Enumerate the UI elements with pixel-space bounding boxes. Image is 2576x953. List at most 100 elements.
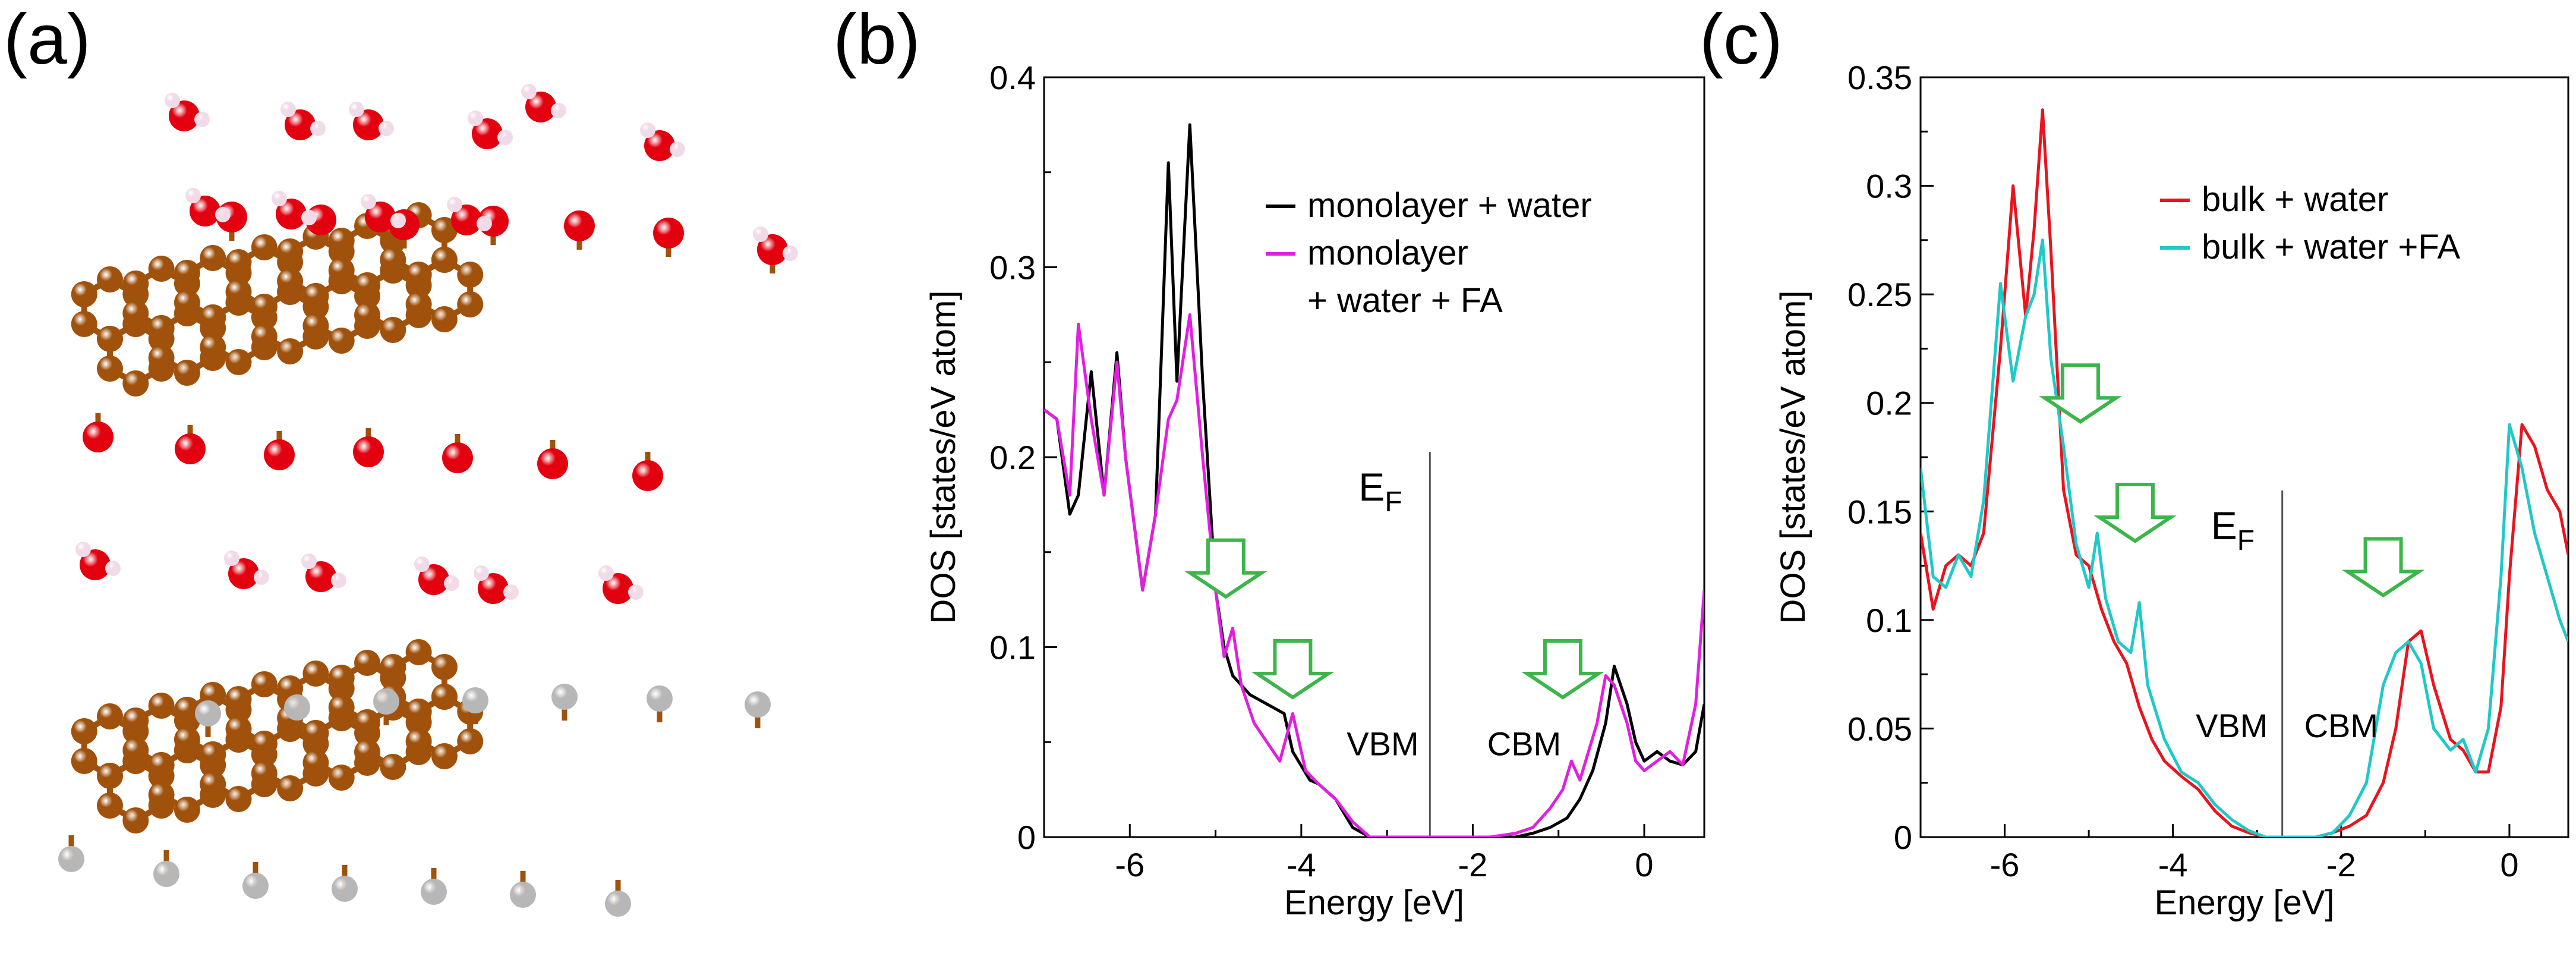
water-oxygen <box>478 573 509 604</box>
dos-chart-b: 0 0.1 0.2 0.3 0.4 -6 -4 -2 0 Energy [eV] DOS [stat… <box>924 59 1705 922</box>
water-oxygen <box>644 130 675 161</box>
carbon-atom <box>277 268 304 294</box>
carbon-atom <box>457 291 484 317</box>
carbon-atom <box>431 247 458 273</box>
water-hydrogen <box>670 141 685 157</box>
feature-arrow <box>2341 537 2425 597</box>
cap-atom <box>83 422 113 452</box>
water-hydrogen <box>165 93 180 108</box>
panel-label-c: (c) <box>1700 0 1783 79</box>
water-hydrogen <box>628 584 644 600</box>
carbon-atom <box>405 291 432 317</box>
carbon-atom <box>122 807 149 834</box>
carbon-atom <box>174 260 200 286</box>
carbon-atom <box>277 775 304 801</box>
carbon-atom <box>431 743 458 769</box>
region-label-cbm: CBM <box>2304 707 2378 744</box>
carbon-atom <box>431 654 458 680</box>
carbon-atom <box>251 294 278 320</box>
region-label-vbm: VBM <box>1347 725 1418 763</box>
water-oxygen <box>525 92 556 122</box>
carbon-atom <box>122 737 149 763</box>
carbon-atom <box>328 665 355 691</box>
molecule-structure <box>58 84 798 917</box>
carbon-atom <box>405 699 432 725</box>
carbon-atom <box>328 328 355 354</box>
legend-label-2: monolayer <box>1307 234 1468 272</box>
water-oxygen <box>603 573 633 604</box>
carbon-atom <box>225 786 252 812</box>
y-axis-label: DOS [states/eV atom] <box>924 291 963 624</box>
carbon-atom <box>225 686 252 712</box>
water-hydrogen <box>301 210 317 225</box>
carbon-atom <box>225 349 252 375</box>
feature-arrow <box>2039 363 2122 424</box>
carbon-atom <box>302 750 329 776</box>
carbon-atom <box>200 245 226 271</box>
water-oxygen <box>418 564 449 595</box>
carbon-atom <box>431 306 458 332</box>
carbon-atom <box>380 654 406 680</box>
water-hydrogen <box>468 111 483 126</box>
carbon-atom <box>122 300 149 326</box>
water-hydrogen <box>185 188 201 203</box>
fermi-level-subscript: F <box>1385 486 1402 518</box>
carbon-atom <box>122 707 149 734</box>
x-axis-label: Energy [eV] <box>1284 883 1464 922</box>
cap-atom <box>564 210 595 241</box>
carbon-atom <box>122 271 149 297</box>
water-oxygen <box>285 109 316 140</box>
water-hydrogen <box>783 246 798 261</box>
region-label-vbm: VBM <box>2196 707 2268 744</box>
panel-label-b: (b) <box>833 0 920 79</box>
water-hydrogen <box>503 584 519 600</box>
carbon-atom <box>380 317 406 343</box>
carbon-atom <box>405 262 432 288</box>
carbon-atom <box>354 739 381 765</box>
cap-atom <box>510 882 536 908</box>
carbon-atom <box>97 326 123 352</box>
water-oxygen <box>276 199 307 229</box>
water-oxygen <box>305 561 336 592</box>
carbon-atom <box>431 684 458 710</box>
carbon-atom <box>302 313 329 339</box>
y-tick-label: 0.25 <box>1847 276 1912 313</box>
carbon-atom <box>302 720 329 746</box>
carbon-atom <box>174 360 200 386</box>
cap-atom <box>175 433 206 464</box>
carbon-atom <box>71 281 97 307</box>
water-hydrogen <box>640 122 655 138</box>
carbon-atom <box>328 228 355 254</box>
carbon-atom <box>97 356 123 382</box>
carbon-atom <box>148 345 175 371</box>
cap-atom <box>332 876 358 902</box>
cap-atom <box>195 700 221 726</box>
region-label-cbm: CBM <box>1487 725 1561 763</box>
carbon-atom <box>200 771 226 797</box>
water-hydrogen <box>224 551 239 566</box>
carbon-atom <box>457 262 484 288</box>
y-tick-label: 0.1 <box>1866 602 1912 639</box>
series-line-2 <box>1044 313 1704 837</box>
cap-atom <box>551 684 578 710</box>
cap-atom <box>242 873 269 899</box>
feature-arrow <box>1521 639 1604 700</box>
water-hydrogen <box>272 191 287 206</box>
water-hydrogen <box>379 121 394 136</box>
fermi-level-label: EF <box>2211 504 2255 556</box>
carbon-atom <box>122 370 149 397</box>
carbon-atom <box>302 283 329 309</box>
carbon-atom <box>148 752 175 778</box>
carbon-atom <box>302 661 329 687</box>
y-tick-label: 0 <box>1894 819 1912 856</box>
carbon-atom <box>200 334 226 360</box>
carbon-atom <box>405 639 432 665</box>
y-tick-label: 0.2 <box>989 439 1036 476</box>
carbon-atom <box>380 247 406 273</box>
carbon-atom <box>225 716 252 742</box>
carbon-atom <box>225 279 252 305</box>
y-tick-label: 0.35 <box>1847 59 1912 96</box>
water-hydrogen <box>75 542 91 557</box>
carbon-atom <box>354 272 381 298</box>
water-oxygen <box>80 549 111 580</box>
